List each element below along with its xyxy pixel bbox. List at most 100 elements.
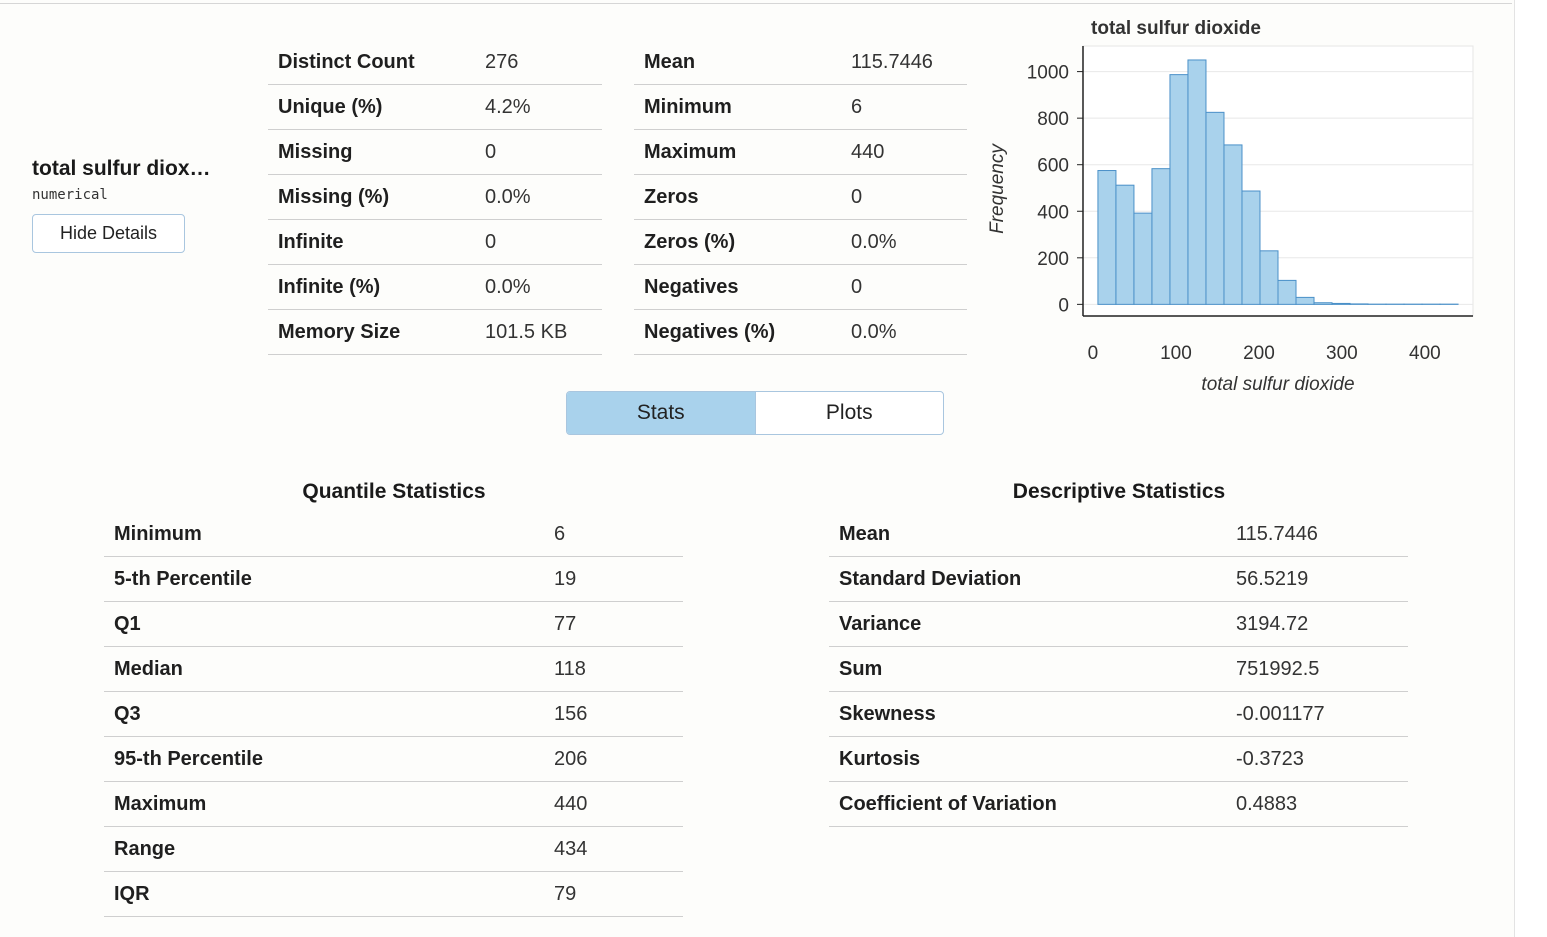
x-tick-label: 0 bbox=[1088, 343, 1099, 364]
histogram-bar bbox=[1151, 168, 1171, 305]
stat-label: Zeros bbox=[634, 174, 841, 220]
table-row: Q1 77 bbox=[104, 601, 683, 647]
stat-value: 56.5219 bbox=[1226, 556, 1408, 602]
table-row: Sum 751992.5 bbox=[829, 646, 1408, 692]
table-row: Maximum 440 bbox=[104, 781, 683, 827]
quantile-statistics-table: Minimum 6 5-th Percentile 19 Q1 77 Median 118 Q3… bbox=[104, 512, 683, 917]
stat-value: 115.7446 bbox=[1226, 512, 1408, 557]
stat-label: Missing (%) bbox=[268, 174, 475, 220]
stat-value: 440 bbox=[841, 129, 967, 175]
table-row: Q3 156 bbox=[104, 691, 683, 737]
table-row: Standard Deviation 56.5219 bbox=[829, 556, 1408, 602]
y-tick-label: 600 bbox=[1037, 156, 1069, 177]
stat-value: 0.0% bbox=[475, 174, 602, 220]
stat-value: 6 bbox=[544, 512, 683, 557]
scrollbar-track[interactable] bbox=[1514, 0, 1547, 937]
descriptive-statistics-title: Descriptive Statistics bbox=[1012, 480, 1226, 503]
histogram-bar bbox=[1205, 111, 1225, 305]
histogram-bar bbox=[1133, 212, 1153, 305]
variable-name: total sulfur diox… bbox=[32, 157, 211, 180]
stat-value: -0.001177 bbox=[1226, 691, 1408, 737]
table-row: Missing 0 bbox=[268, 129, 602, 175]
stat-label: Skewness bbox=[829, 691, 1226, 737]
quantile-statistics-title: Quantile Statistics bbox=[302, 480, 486, 503]
table-row: Variance 3194.72 bbox=[829, 601, 1408, 647]
histogram-bar bbox=[1169, 74, 1189, 305]
stat-label: Variance bbox=[829, 601, 1226, 647]
x-tick-label: 100 bbox=[1160, 343, 1192, 364]
table-row: Memory Size 101.5 KB bbox=[268, 309, 602, 355]
stat-label: IQR bbox=[104, 871, 544, 917]
table-row: Missing (%) 0.0% bbox=[268, 174, 602, 220]
stat-label: 5-th Percentile bbox=[104, 556, 544, 602]
stat-value: 206 bbox=[544, 736, 683, 782]
y-tick-label: 800 bbox=[1037, 109, 1069, 130]
table-row: Kurtosis -0.3723 bbox=[829, 736, 1408, 782]
table-row: Zeros (%) 0.0% bbox=[634, 219, 967, 265]
stat-label: Infinite bbox=[268, 219, 475, 265]
histogram-chart: 0 200 400 600 800 1000 0 100 200 300 400 total sulf… bbox=[980, 8, 1500, 398]
stat-value: 751992.5 bbox=[1226, 646, 1408, 692]
stat-value: 118 bbox=[544, 646, 683, 692]
stat-label: Minimum bbox=[634, 84, 841, 130]
stat-value: 0 bbox=[841, 174, 967, 220]
top-divider bbox=[0, 3, 1512, 4]
table-row: IQR 79 bbox=[104, 871, 683, 917]
table-row: Distinct Count 276 bbox=[268, 40, 602, 85]
tab-plots[interactable]: Plots bbox=[754, 392, 944, 434]
overview-table-left: Distinct Count 276 Unique (%) 4.2% Missing 0 M… bbox=[268, 40, 602, 355]
stat-value: 0 bbox=[475, 129, 602, 175]
stat-value: 434 bbox=[544, 826, 683, 872]
stat-value: 156 bbox=[544, 691, 683, 737]
table-row: 95-th Percentile 206 bbox=[104, 736, 683, 782]
table-row: Zeros 0 bbox=[634, 174, 967, 220]
stat-value: 4.2% bbox=[475, 84, 602, 130]
stat-label: Missing bbox=[268, 129, 475, 175]
y-tick-label: 400 bbox=[1037, 202, 1069, 223]
stat-value: 0.0% bbox=[841, 309, 967, 355]
table-row: Infinite 0 bbox=[268, 219, 602, 265]
view-toggle: Stats Plots bbox=[566, 391, 944, 435]
stat-value: 79 bbox=[544, 871, 683, 917]
table-row: 5-th Percentile 19 bbox=[104, 556, 683, 602]
chart-title: total sulfur dioxide bbox=[1091, 18, 1261, 39]
histogram-bar bbox=[1277, 279, 1297, 305]
histogram-bar bbox=[1187, 59, 1207, 305]
table-row: Skewness -0.001177 bbox=[829, 691, 1408, 737]
table-row: Negatives 0 bbox=[634, 264, 967, 310]
stat-label: Infinite (%) bbox=[268, 264, 475, 310]
stat-value: 115.7446 bbox=[841, 40, 967, 85]
stat-label: Negatives (%) bbox=[634, 309, 841, 355]
y-tick-label: 200 bbox=[1037, 249, 1069, 270]
stat-label: Coefficient of Variation bbox=[829, 781, 1226, 827]
stat-value: 6 bbox=[841, 84, 967, 130]
histogram-svg: 0 200 400 600 800 1000 0 100 200 300 400 total sulf… bbox=[987, 18, 1474, 395]
table-row: Median 118 bbox=[104, 646, 683, 692]
stat-value: -0.3723 bbox=[1226, 736, 1408, 782]
table-row: Infinite (%) 0.0% bbox=[268, 264, 602, 310]
table-row: Mean 115.7446 bbox=[634, 40, 967, 85]
stat-label: Negatives bbox=[634, 264, 841, 310]
stat-value: 3194.72 bbox=[1226, 601, 1408, 647]
stat-value: 77 bbox=[544, 601, 683, 647]
stat-value: 19 bbox=[544, 556, 683, 602]
x-tick-label: 200 bbox=[1243, 343, 1275, 364]
table-row: Negatives (%) 0.0% bbox=[634, 309, 967, 355]
variable-type: numerical bbox=[32, 187, 108, 203]
stat-label: Memory Size bbox=[268, 309, 475, 355]
tab-stats[interactable]: Stats bbox=[567, 392, 755, 434]
stat-label: Median bbox=[104, 646, 544, 692]
stat-label: Range bbox=[104, 826, 544, 872]
histogram-bar bbox=[1097, 170, 1117, 305]
stat-value: 0.0% bbox=[475, 264, 602, 310]
x-tick-label: 300 bbox=[1326, 343, 1358, 364]
table-row: Maximum 440 bbox=[634, 129, 967, 175]
stat-value: 440 bbox=[544, 781, 683, 827]
stat-value: 0.0% bbox=[841, 219, 967, 265]
table-row: Coefficient of Variation 0.4883 bbox=[829, 781, 1408, 827]
histogram-bar bbox=[1313, 302, 1333, 305]
stat-label: Unique (%) bbox=[268, 84, 475, 130]
stat-label: Distinct Count bbox=[268, 40, 475, 85]
y-tick-label: 1000 bbox=[1027, 63, 1069, 84]
hide-details-button[interactable]: Hide Details bbox=[32, 214, 185, 253]
